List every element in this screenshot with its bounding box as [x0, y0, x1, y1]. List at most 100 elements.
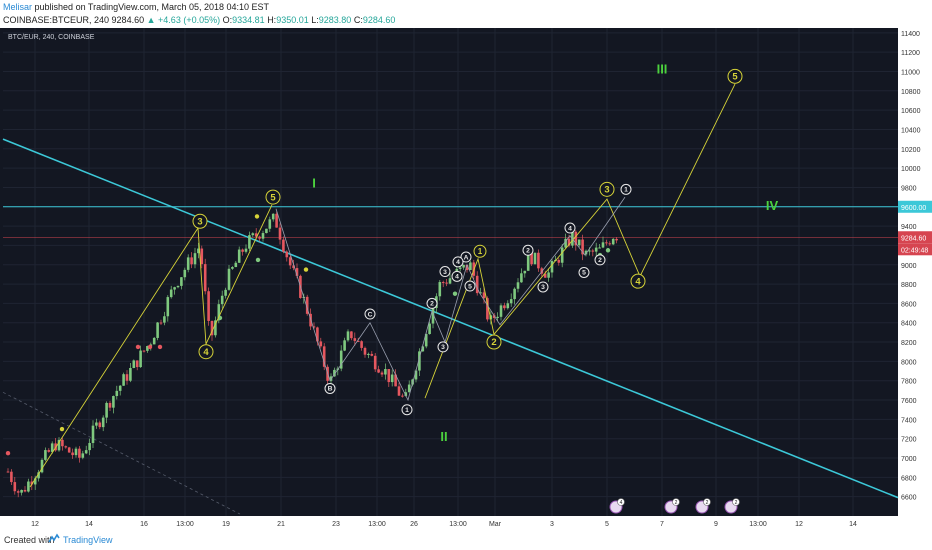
- chart-header: Melisar published on TradingView.com, Ma…: [0, 0, 932, 28]
- candle-body: [224, 289, 227, 296]
- candle-body: [129, 367, 132, 381]
- candle-body: [152, 337, 156, 345]
- indicator-dot: [254, 214, 260, 219]
- price-tag: [898, 243, 932, 256]
- candle-body: [275, 213, 278, 228]
- candle-body: [193, 253, 197, 265]
- candle-body: [567, 238, 571, 246]
- wave-label-text: 4: [635, 276, 641, 287]
- price-tick-label: 6600: [901, 495, 917, 502]
- candle-body: [421, 346, 425, 352]
- price-tick-label: 7200: [901, 437, 917, 444]
- price-tick-label: 8200: [901, 340, 917, 347]
- time-tick-label: 13:00: [176, 521, 194, 528]
- price-tick-label: 8400: [901, 321, 917, 328]
- wave-label-text: 2: [526, 248, 530, 255]
- candle-body: [288, 257, 292, 266]
- wave-label-2: 2: [486, 334, 502, 350]
- candle-body: [367, 353, 370, 355]
- price-tick-label: 11200: [901, 50, 920, 57]
- candle-body: [445, 282, 448, 284]
- wave-label-2: 2: [522, 244, 534, 256]
- wave-label-text: 4: [455, 274, 459, 281]
- time-tick-label: Mar: [489, 521, 502, 528]
- event-icon: 4: [609, 498, 625, 514]
- candle-body: [268, 219, 272, 229]
- price-chart[interactable]: 6600 6800 7000 7200 7400 7600 7800 8000 8200 8400…: [0, 28, 932, 530]
- wave-label-2: 2: [426, 297, 438, 309]
- chart-background: [0, 28, 932, 530]
- candle-body: [135, 360, 139, 368]
- candle-body: [526, 252, 530, 271]
- candle-body: [295, 268, 299, 276]
- wave-label-4: 4: [564, 222, 576, 234]
- wave-label-text: 3: [441, 344, 445, 351]
- candle-body: [404, 392, 408, 396]
- candle-body: [373, 355, 377, 370]
- candle-body: [173, 287, 176, 290]
- candle-body: [220, 295, 224, 305]
- candle-body: [234, 262, 238, 268]
- candle-body: [394, 374, 397, 387]
- trendline-descending: [2, 138, 899, 499]
- candle-body: [594, 247, 598, 252]
- candle-body: [560, 247, 564, 263]
- candle-body: [543, 273, 547, 278]
- candle-body: [509, 299, 513, 304]
- tradingview-brand-link[interactable]: TradingView: [63, 535, 113, 545]
- candle-body: [333, 369, 336, 377]
- candle-body: [387, 369, 391, 383]
- candle-body: [78, 448, 81, 458]
- candle-body: [115, 390, 119, 397]
- candle-body: [469, 262, 472, 271]
- price-tick-label: 8600: [901, 301, 917, 308]
- candle-body: [241, 249, 244, 252]
- candle-body: [210, 320, 214, 336]
- candle-body: [574, 231, 578, 246]
- wave-label-5: 5: [727, 68, 743, 84]
- candle-body: [384, 369, 387, 375]
- candle-body: [146, 346, 149, 351]
- event-icon-count: 2: [735, 500, 738, 506]
- wave-label-1: 1: [401, 404, 413, 416]
- indicator-dot: [157, 344, 163, 350]
- candle-body: [71, 452, 74, 456]
- candle-body: [67, 447, 71, 453]
- wave-label-text: 5: [270, 192, 275, 203]
- candle-body: [353, 338, 357, 341]
- time-tick-label: 13:00: [749, 521, 767, 528]
- candle-body: [390, 374, 394, 383]
- candle-body: [16, 491, 20, 493]
- close-label: C:: [353, 15, 363, 25]
- roman-wave-label: I: [312, 176, 316, 191]
- author-link[interactable]: Melisar: [3, 2, 33, 12]
- high-label: H:: [267, 15, 277, 25]
- candle-body: [520, 273, 523, 283]
- candle-body: [190, 257, 193, 265]
- candle-body: [346, 331, 350, 341]
- wave-label-A: A: [460, 251, 472, 263]
- candle-body: [401, 395, 404, 397]
- candle-body: [414, 370, 418, 380]
- candle-body: [475, 275, 479, 294]
- time-tick-label: 14: [849, 521, 857, 528]
- wave-label-text: 1: [624, 187, 628, 194]
- roman-wave-label: IV: [766, 198, 779, 213]
- candle-body: [377, 369, 380, 373]
- candle-body: [407, 384, 411, 393]
- candle-body: [564, 238, 567, 248]
- chart-footer: Created with TradingView: [0, 530, 932, 550]
- candle-body: [506, 303, 510, 309]
- candle-body: [13, 482, 17, 492]
- wave-label-3: 3: [537, 281, 549, 293]
- candle-body: [462, 264, 465, 268]
- candle-body: [601, 242, 605, 248]
- candle-body: [200, 248, 204, 265]
- candle-body: [282, 239, 285, 252]
- wave-label-text: 3: [443, 269, 447, 276]
- time-tick-label: 26: [410, 521, 418, 528]
- wave-label-4: 4: [198, 344, 214, 360]
- event-icon-count: 4: [620, 500, 623, 506]
- price-tick-label: 8800: [901, 282, 917, 289]
- candle-body: [343, 340, 346, 351]
